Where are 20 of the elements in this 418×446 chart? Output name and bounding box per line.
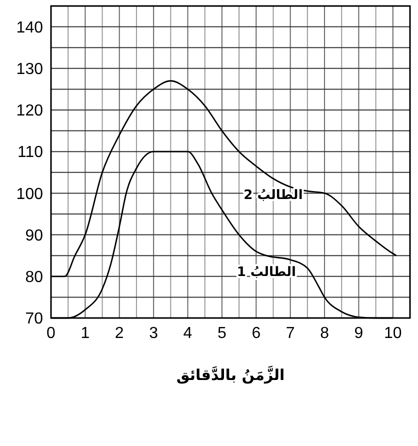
x-tick-label: 1 [80,325,90,342]
y-tick-label: 120 [16,102,44,120]
x-tick-label: 0 [46,325,56,342]
x-tick-label: 7 [286,325,295,342]
x-tick-label: 8 [320,325,330,342]
x-tick-label: 3 [149,325,158,342]
x-tick-label: 6 [252,325,261,342]
y-tick-label: 70 [25,310,44,328]
y-tick-label: 110 [17,144,44,162]
x-tick-label: 5 [218,325,226,342]
y-tick-label: 140 [16,19,44,36]
x-tick-label: 2 [114,325,124,342]
y-tick-label: 80 [25,269,44,286]
x-tick-label: 4 [183,325,192,342]
y-tick-label: 100 [16,186,44,203]
x-tick-label: 9 [354,325,364,342]
y-tick-label: 90 [25,227,44,244]
x-axis-title: الزَّمَنُ بالدَّقائق [176,365,285,384]
y-tick-label: 130 [16,61,44,78]
x-tick-label: 10 [384,325,402,342]
